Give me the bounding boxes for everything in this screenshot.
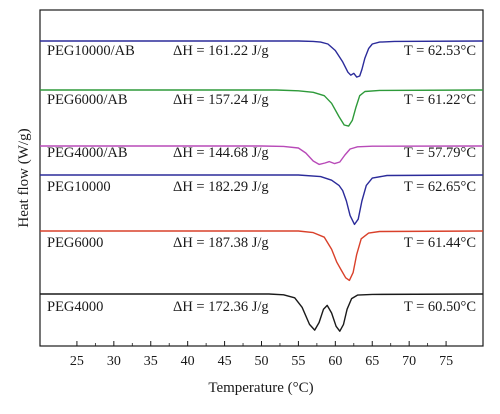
x-tick-label: 75	[439, 354, 453, 369]
enthalpy-label: ΔH = 161.22 J/g	[173, 43, 269, 59]
x-tick-label: 45	[218, 354, 232, 369]
series-line-1	[40, 89, 484, 127]
x-tick-label: 40	[181, 354, 195, 369]
x-axis-ticks: 25 30 35 40 45 50 55 60 65 70 75	[70, 341, 453, 369]
x-tick-label: 70	[402, 354, 416, 369]
series-name-label: PEG10000	[47, 179, 111, 195]
series-name-label: PEG6000	[47, 235, 103, 251]
enthalpy-label: ΔH = 187.38 J/g	[173, 235, 269, 251]
peak-temperature-label: T = 61.44°C	[404, 235, 476, 251]
x-axis-label: Temperature (°C)	[208, 380, 313, 396]
series-group: PEG10000/AB ΔH = 161.22 J/g T = 62.53°C PEG…	[40, 40, 484, 332]
plot-frame	[39, 9, 484, 347]
series-name-label: PEG4000	[47, 299, 103, 315]
x-tick-label: 35	[144, 354, 158, 369]
series-name-label: PEG10000/AB	[47, 43, 135, 59]
peak-temperature-label: T = 60.50°C	[404, 299, 476, 315]
series-line-3	[40, 174, 484, 226]
x-tick-label: 30	[107, 354, 121, 369]
series-line-0	[40, 40, 484, 78]
x-tick-label: 65	[365, 354, 379, 369]
x-tick-label: 50	[255, 354, 269, 369]
series-name-label: PEG6000/AB	[47, 92, 128, 108]
series-line-4	[40, 230, 484, 282]
x-tick-label: 25	[70, 354, 84, 369]
enthalpy-label: ΔH = 182.29 J/g	[173, 179, 269, 195]
x-tick-label: 55	[291, 354, 305, 369]
x-tick-label: 60	[328, 354, 342, 369]
peak-temperature-label: T = 61.22°C	[404, 92, 476, 108]
enthalpy-label: ΔH = 157.24 J/g	[173, 92, 269, 108]
enthalpy-label: ΔH = 172.36 J/g	[173, 299, 269, 315]
peak-temperature-label: T = 62.65°C	[404, 179, 476, 195]
y-axis-label: Heat flow (W/g)	[16, 128, 32, 227]
series-line-5	[40, 293, 484, 332]
series-line-2	[40, 145, 484, 166]
series-name-label: PEG4000/AB	[47, 145, 128, 161]
peak-temperature-label: T = 57.79°C	[404, 145, 476, 161]
enthalpy-label: ΔH = 144.68 J/g	[173, 145, 269, 161]
peak-temperature-label: T = 62.53°C	[404, 43, 476, 59]
